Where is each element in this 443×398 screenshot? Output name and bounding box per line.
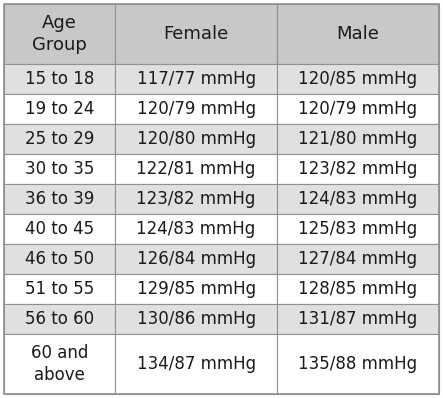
- Text: 126/84 mmHg: 126/84 mmHg: [136, 250, 256, 268]
- Bar: [277, 154, 439, 184]
- Text: 51 to 55: 51 to 55: [25, 280, 94, 298]
- Bar: [4, 4, 115, 64]
- Text: 122/81 mmHg: 122/81 mmHg: [136, 160, 256, 178]
- Text: 120/80 mmHg: 120/80 mmHg: [136, 130, 256, 148]
- Text: 127/84 mmHg: 127/84 mmHg: [298, 250, 417, 268]
- Text: 120/79 mmHg: 120/79 mmHg: [298, 100, 417, 118]
- Text: 46 to 50: 46 to 50: [25, 250, 94, 268]
- Bar: [115, 64, 277, 94]
- Bar: [277, 214, 439, 244]
- Text: 36 to 39: 36 to 39: [25, 190, 94, 208]
- Text: 40 to 45: 40 to 45: [25, 220, 94, 238]
- Bar: [4, 304, 115, 334]
- Bar: [4, 274, 115, 304]
- Bar: [4, 154, 115, 184]
- Text: 19 to 24: 19 to 24: [25, 100, 94, 118]
- Text: 117/77 mmHg: 117/77 mmHg: [136, 70, 256, 88]
- Bar: [4, 184, 115, 214]
- Bar: [4, 334, 115, 394]
- Bar: [115, 4, 277, 64]
- Bar: [115, 304, 277, 334]
- Bar: [277, 4, 439, 64]
- Text: 56 to 60: 56 to 60: [25, 310, 94, 328]
- Text: 135/88 mmHg: 135/88 mmHg: [298, 355, 417, 373]
- Text: 123/82 mmHg: 123/82 mmHg: [136, 190, 256, 208]
- Text: Male: Male: [336, 25, 379, 43]
- Text: 120/85 mmHg: 120/85 mmHg: [298, 70, 417, 88]
- Text: 15 to 18: 15 to 18: [25, 70, 94, 88]
- Bar: [277, 94, 439, 124]
- Bar: [115, 214, 277, 244]
- Bar: [115, 274, 277, 304]
- Text: 123/82 mmHg: 123/82 mmHg: [298, 160, 417, 178]
- Bar: [4, 214, 115, 244]
- Bar: [4, 64, 115, 94]
- Bar: [115, 334, 277, 394]
- Text: 121/80 mmHg: 121/80 mmHg: [298, 130, 417, 148]
- Text: 30 to 35: 30 to 35: [25, 160, 94, 178]
- Text: 25 to 29: 25 to 29: [25, 130, 94, 148]
- Text: 134/87 mmHg: 134/87 mmHg: [136, 355, 256, 373]
- Text: Age
Group: Age Group: [32, 14, 87, 54]
- Bar: [115, 124, 277, 154]
- Text: Female: Female: [163, 25, 229, 43]
- Bar: [4, 124, 115, 154]
- Text: 124/83 mmHg: 124/83 mmHg: [298, 190, 417, 208]
- Text: 60 and
above: 60 and above: [31, 344, 89, 384]
- Bar: [277, 184, 439, 214]
- Bar: [277, 64, 439, 94]
- Bar: [277, 304, 439, 334]
- Bar: [277, 124, 439, 154]
- Bar: [4, 244, 115, 274]
- Text: 120/79 mmHg: 120/79 mmHg: [136, 100, 256, 118]
- Bar: [115, 94, 277, 124]
- Bar: [115, 184, 277, 214]
- Bar: [277, 334, 439, 394]
- Text: 125/83 mmHg: 125/83 mmHg: [298, 220, 417, 238]
- Text: 129/85 mmHg: 129/85 mmHg: [136, 280, 256, 298]
- Text: 130/86 mmHg: 130/86 mmHg: [136, 310, 256, 328]
- Text: 131/87 mmHg: 131/87 mmHg: [298, 310, 417, 328]
- Text: 124/83 mmHg: 124/83 mmHg: [136, 220, 256, 238]
- Bar: [115, 244, 277, 274]
- Bar: [115, 154, 277, 184]
- Bar: [4, 94, 115, 124]
- Text: 128/85 mmHg: 128/85 mmHg: [298, 280, 417, 298]
- Bar: [277, 274, 439, 304]
- Bar: [277, 244, 439, 274]
